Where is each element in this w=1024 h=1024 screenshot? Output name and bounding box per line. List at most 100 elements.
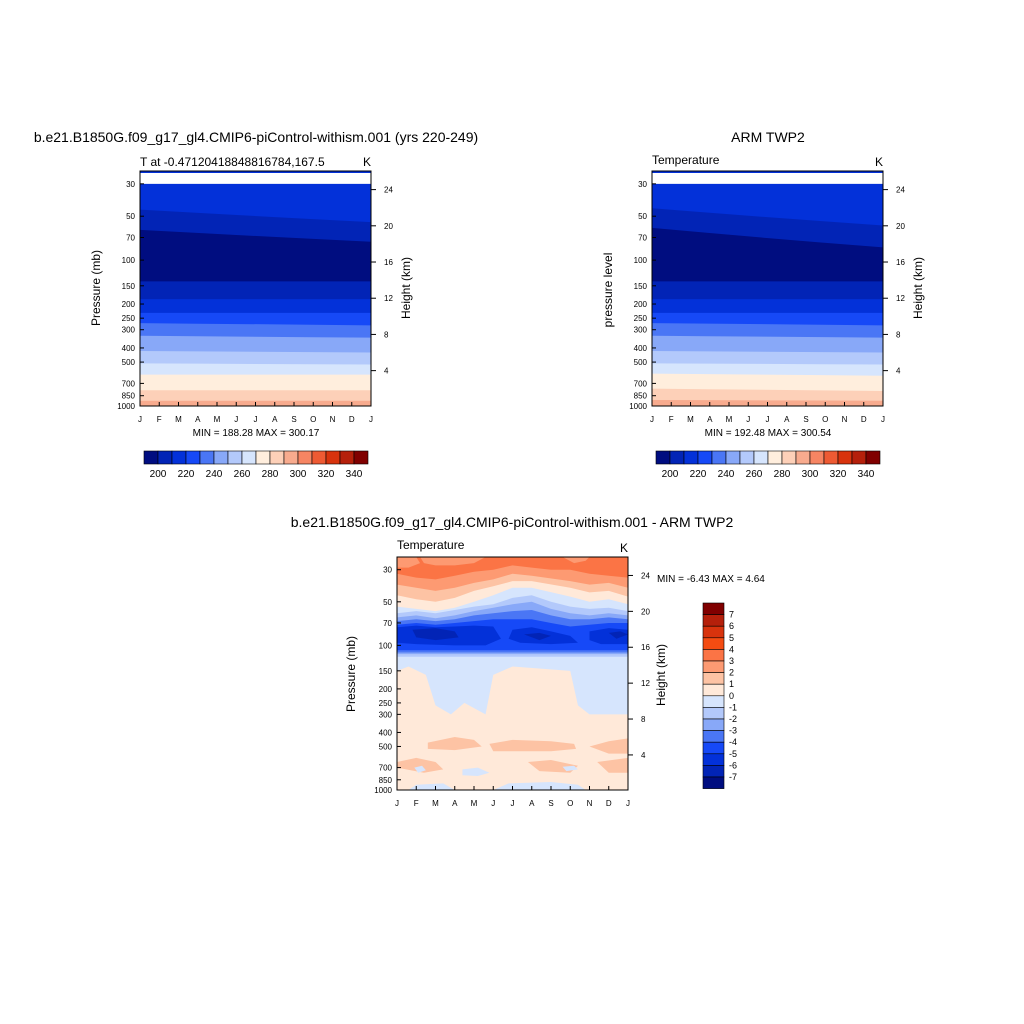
x-tick-label: A xyxy=(272,415,278,424)
y-tick-label: 100 xyxy=(634,256,648,265)
colorbar-label: 260 xyxy=(746,469,763,480)
colorbar-label: 240 xyxy=(718,469,735,480)
colorbar-swatch xyxy=(353,450,369,465)
colorbar-swatch xyxy=(739,450,755,465)
colorbar-swatch xyxy=(702,718,725,731)
colorbar-swatch xyxy=(865,450,881,465)
x-tick-label: J xyxy=(766,415,770,424)
panel-diff-axes: J F M A M J J A S O N D J 30 50 70 100 150 200 250 300 400 500… xyxy=(374,566,650,808)
colorbar-label: 300 xyxy=(802,469,819,480)
colorbar-swatch xyxy=(143,450,159,465)
y-right-tick-label: 12 xyxy=(641,679,650,688)
x-tick-label: O xyxy=(310,415,316,424)
panel-diff-units: K xyxy=(620,541,628,555)
y-tick-label: 200 xyxy=(634,300,648,309)
y-right-tick-label: 16 xyxy=(641,643,650,652)
colorbar-swatch xyxy=(697,450,713,465)
contour-band xyxy=(493,781,586,790)
x-tick-label: J xyxy=(234,415,238,424)
x-tick-label: J xyxy=(254,415,258,424)
colorbar-swatch xyxy=(311,450,327,465)
panel-model-field xyxy=(140,171,371,406)
contour-band xyxy=(524,632,551,641)
colorbar-label: 300 xyxy=(290,469,307,480)
y-tick-label: 850 xyxy=(634,392,648,401)
y-right-tick-label: 8 xyxy=(384,330,389,339)
colorbar-swatch xyxy=(683,450,699,465)
contour-band xyxy=(652,171,883,173)
panel-obs-subtitle: Temperature xyxy=(652,153,720,167)
x-tick-label: A xyxy=(529,799,535,808)
colorbar-swatch xyxy=(702,741,725,755)
x-tick-label: M xyxy=(432,799,439,808)
x-tick-label: J xyxy=(511,799,515,808)
y-right-tick-label: 20 xyxy=(641,607,650,616)
x-tick-label: J xyxy=(138,415,142,424)
colorbar-label: 7 xyxy=(729,610,734,620)
colorbar-swatch xyxy=(655,450,671,465)
x-tick-label: J xyxy=(650,415,654,424)
y-tick-label: 250 xyxy=(379,699,393,708)
y-right-tick-label: 24 xyxy=(896,186,905,195)
colorbar-swatch xyxy=(753,450,769,465)
colorbar-label: -1 xyxy=(729,702,737,712)
y-tick-label: 1000 xyxy=(117,402,135,411)
x-tick-label: D xyxy=(349,415,355,424)
y-tick-label: 70 xyxy=(638,234,647,243)
x-tick-label: A xyxy=(784,415,790,424)
colorbar-swatch xyxy=(795,450,811,465)
y-tick-label: 500 xyxy=(122,358,136,367)
panel-model-ylabel: Pressure (mb) xyxy=(89,250,103,326)
colorbar-swatch xyxy=(767,450,783,465)
y-right-tick-label: 20 xyxy=(896,222,905,231)
y-tick-label: 700 xyxy=(122,379,136,388)
colorbar-swatch xyxy=(725,450,741,465)
panel-model-title: b.e21.B1850G.f09_g17_gl4.CMIP6-piControl… xyxy=(34,129,478,145)
panel-model-axes: J F M A M J J A S O N D J 30 50 70 100 150 200 250 300 400 500… xyxy=(117,180,393,424)
x-tick-label: F xyxy=(414,799,419,808)
colorbar-swatch xyxy=(339,450,355,465)
x-tick-label: J xyxy=(491,799,495,808)
x-tick-label: J xyxy=(626,799,630,808)
y-right-tick-label: 4 xyxy=(384,367,389,376)
colorbar-label: 0 xyxy=(729,691,734,701)
y-tick-label: 150 xyxy=(634,282,648,291)
y-right-tick-label: 24 xyxy=(641,571,650,580)
colorbar-swatch xyxy=(702,625,725,639)
colorbar-swatch xyxy=(157,450,173,465)
colorbar-swatch xyxy=(851,450,867,465)
y-right-tick-label: 20 xyxy=(384,222,393,231)
colorbar-swatch xyxy=(702,660,725,673)
y-tick-label: 500 xyxy=(634,358,648,367)
x-tick-label: O xyxy=(822,415,828,424)
colorbar-label: -4 xyxy=(729,737,737,747)
y-tick-label: 30 xyxy=(383,566,392,575)
colorbar-swatch xyxy=(702,614,725,627)
panel-diff-stats: MIN = -6.43 MAX = 4.64 xyxy=(657,574,765,585)
y-tick-label: 150 xyxy=(379,667,393,676)
x-tick-label: A xyxy=(452,799,458,808)
colorbar-swatch xyxy=(702,602,725,615)
contour-band xyxy=(397,666,628,790)
contour-band xyxy=(608,631,628,639)
y-tick-label: 500 xyxy=(379,742,393,751)
colorbar-label: 340 xyxy=(858,469,875,480)
panel-diff-field xyxy=(397,557,628,790)
y-right-tick-label: 12 xyxy=(896,294,905,303)
x-tick-label: D xyxy=(606,799,612,808)
contour-band xyxy=(562,557,590,564)
panel-model-units: K xyxy=(363,155,371,169)
colorbar-swatch xyxy=(269,450,285,465)
colorbar-label: 1 xyxy=(729,679,734,689)
colorbar-swatch xyxy=(823,450,839,465)
y-tick-label: 300 xyxy=(634,326,648,335)
colorbar-swatch xyxy=(185,450,201,465)
colorbar-swatch xyxy=(199,450,215,465)
colorbar-swatch xyxy=(702,695,725,708)
contour-band xyxy=(408,783,455,790)
y-right-tick-label: 8 xyxy=(896,330,901,339)
colorbar-label: 6 xyxy=(729,621,734,631)
x-tick-label: F xyxy=(669,415,674,424)
y-tick-label: 30 xyxy=(638,180,647,189)
